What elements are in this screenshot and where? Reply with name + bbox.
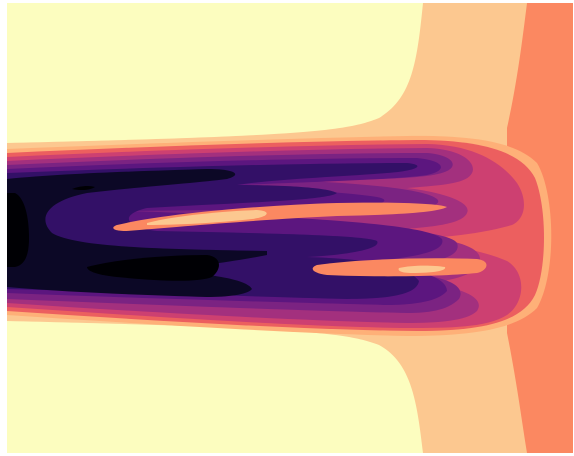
band-level-8-streak-upper [113, 202, 447, 231]
band-level-0-core-black [7, 193, 29, 267]
band-level-8-streak-lower [312, 258, 487, 277]
contour-plot [7, 3, 573, 453]
contour-plot-svg [7, 3, 573, 453]
band-level-10-streak-upper [147, 210, 267, 225]
band-level-0-core-black-sliver [72, 185, 95, 191]
band-level-10-streak-lower [398, 265, 446, 273]
band-level-0-core-black-lower [87, 255, 219, 281]
